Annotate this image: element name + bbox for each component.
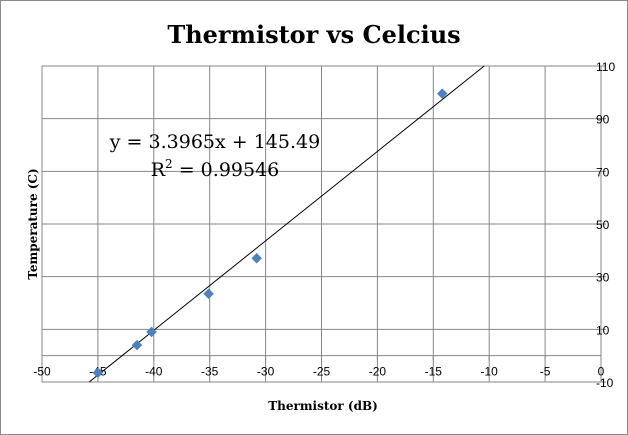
tick-labels: -50-45-40-35-30-25-20-15-10-50-101030507…	[33, 60, 615, 390]
data-point	[436, 88, 448, 100]
x-tick-label: -50	[33, 365, 51, 379]
data-points	[92, 88, 448, 379]
x-tick-label: -15	[425, 365, 443, 379]
trendline	[88, 65, 485, 383]
data-point	[146, 326, 157, 338]
y-tick-label: 50	[596, 218, 610, 232]
r-squared-value: = 0.99546	[173, 159, 280, 181]
x-tick-label: -30	[257, 365, 275, 379]
y-tick-label: 90	[596, 113, 610, 127]
r-squared-label: R2 = 0.99546	[151, 157, 280, 181]
gridlines	[42, 66, 601, 382]
data-point	[251, 252, 263, 264]
x-tick-label: -20	[369, 365, 387, 379]
r-squared-symbol: R	[151, 159, 166, 181]
r-squared-exponent: 2	[165, 157, 173, 171]
trendline-equation: y = 3.3965x + 145.49	[109, 131, 320, 153]
y-tick-label: 110	[596, 60, 615, 74]
x-tick-label: -40	[145, 365, 163, 379]
x-tick-label: 0	[598, 365, 605, 379]
y-axis-title: Temperature (C)	[26, 168, 40, 279]
x-tick-label: -10	[481, 365, 499, 379]
data-point	[203, 288, 214, 300]
x-tick-label: -25	[313, 365, 331, 379]
axes	[41, 65, 606, 383]
y-tick-label: 70	[596, 165, 610, 179]
y-tick-label: -10	[596, 376, 614, 390]
x-tick-label: -35	[201, 365, 219, 379]
y-tick-label: 10	[596, 323, 610, 337]
chart-title: Thermistor vs Celcius	[167, 20, 460, 49]
trendline-group	[88, 65, 485, 383]
y-tick-label: 30	[596, 271, 610, 285]
x-tick-label: -5	[540, 365, 551, 379]
x-axis-title: Thermistor (dB)	[268, 399, 378, 413]
data-point	[131, 339, 143, 351]
data-point	[92, 367, 104, 379]
